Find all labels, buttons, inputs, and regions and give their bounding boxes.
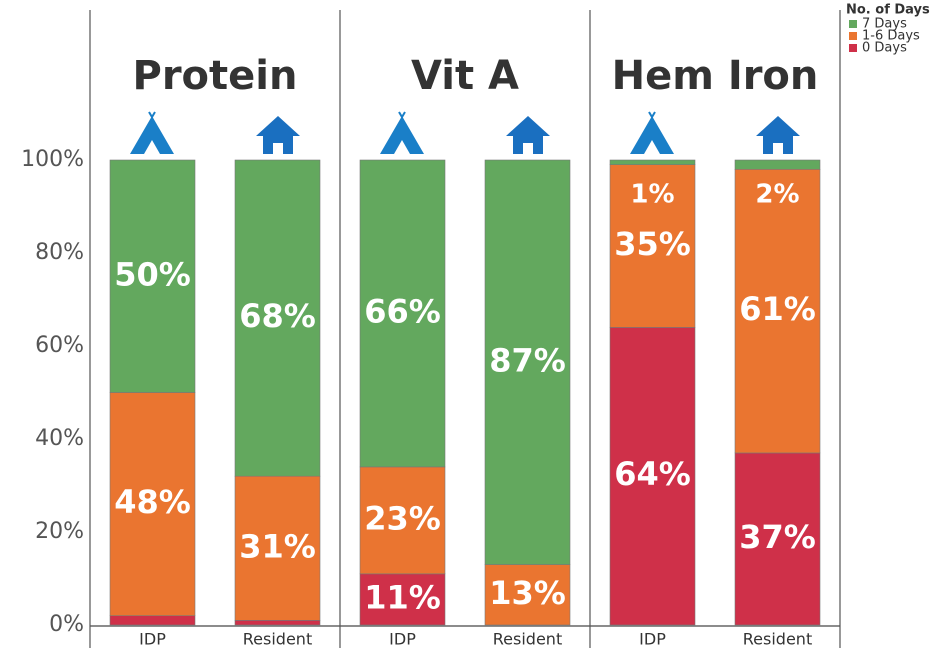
legend-label: 7 Days	[862, 17, 907, 32]
value-label: 61%	[739, 290, 816, 328]
icons	[129, 111, 800, 155]
y-tick-label: 80%	[35, 240, 84, 265]
panel-title: Vit A	[411, 53, 519, 99]
y-tick-label: 60%	[35, 333, 84, 358]
legend-label: 1-6 Days	[862, 29, 920, 44]
value-label: 66%	[364, 292, 441, 330]
legend-swatch	[849, 44, 857, 52]
legend-swatch	[849, 32, 857, 40]
value-label: 31%	[239, 527, 316, 565]
value-label: 87%	[489, 341, 566, 379]
value-label: 35%	[614, 225, 691, 263]
value-label: 50%	[114, 255, 191, 293]
bar-segment	[609, 159, 696, 165]
x-tick-label: Resident	[743, 630, 812, 648]
value-label: 13%	[489, 574, 566, 612]
bar-segment	[234, 620, 321, 626]
value-label: 64%	[614, 455, 691, 493]
bar-segment	[359, 159, 446, 468]
bar-segment	[234, 475, 321, 621]
panel-title: Hem Iron	[612, 53, 819, 99]
value-label: 11%	[364, 578, 441, 616]
value-label: 37%	[739, 518, 816, 556]
x-tick-label: IDP	[389, 630, 416, 648]
y-tick-label: 20%	[35, 519, 84, 544]
x-tick-label: IDP	[639, 630, 666, 648]
value-label: 48%	[114, 483, 191, 521]
y-tick-label: 100%	[21, 147, 84, 172]
legend-label: 0 Days	[862, 41, 907, 56]
y-tick-label: 0%	[49, 612, 84, 637]
value-label: 23%	[364, 499, 441, 537]
x-tick-label: Resident	[243, 630, 312, 648]
value-label: 2%	[755, 180, 799, 210]
legend-title: No. of Days	[846, 3, 930, 18]
bar-segment	[359, 573, 446, 626]
bar-segment	[234, 159, 321, 477]
bar-segment	[734, 169, 821, 454]
panel-title: Protein	[133, 53, 298, 99]
bar-segment	[609, 327, 696, 626]
x-tick-label: Resident	[493, 630, 562, 648]
bar-segment	[734, 159, 821, 170]
bar-segment	[109, 392, 196, 616]
value-label: 1%	[630, 180, 674, 210]
x-tick-label: IDP	[139, 630, 166, 648]
y-tick-label: 40%	[35, 426, 84, 451]
bar-segment	[484, 159, 571, 565]
value-label: 68%	[239, 297, 316, 335]
bar-segment	[609, 164, 696, 328]
legend-swatch	[849, 20, 857, 28]
bar-segment	[109, 159, 196, 393]
bar-segment	[734, 452, 821, 626]
bar-segment	[359, 466, 446, 575]
